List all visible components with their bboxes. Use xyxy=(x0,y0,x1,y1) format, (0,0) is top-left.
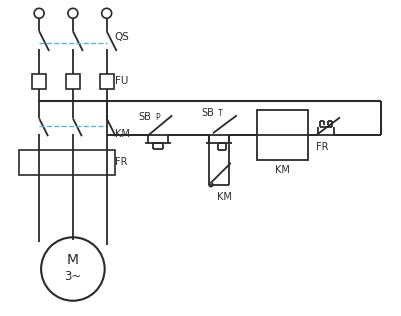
Text: SB: SB xyxy=(201,108,214,118)
Bar xyxy=(100,74,113,88)
Bar xyxy=(66,74,80,88)
Text: FU: FU xyxy=(115,76,128,86)
Bar xyxy=(257,110,308,160)
Text: T: T xyxy=(218,109,223,118)
Text: FR: FR xyxy=(316,142,329,152)
Text: KM: KM xyxy=(217,192,232,202)
Text: P: P xyxy=(155,113,160,122)
Text: SB: SB xyxy=(138,112,151,122)
Text: M: M xyxy=(67,253,79,267)
Bar xyxy=(19,150,115,175)
Text: KM: KM xyxy=(275,165,290,175)
Text: KM: KM xyxy=(115,129,130,139)
Text: 3~: 3~ xyxy=(64,270,81,283)
Bar xyxy=(32,74,46,88)
Text: FR: FR xyxy=(115,157,127,167)
Text: QS: QS xyxy=(115,32,130,42)
